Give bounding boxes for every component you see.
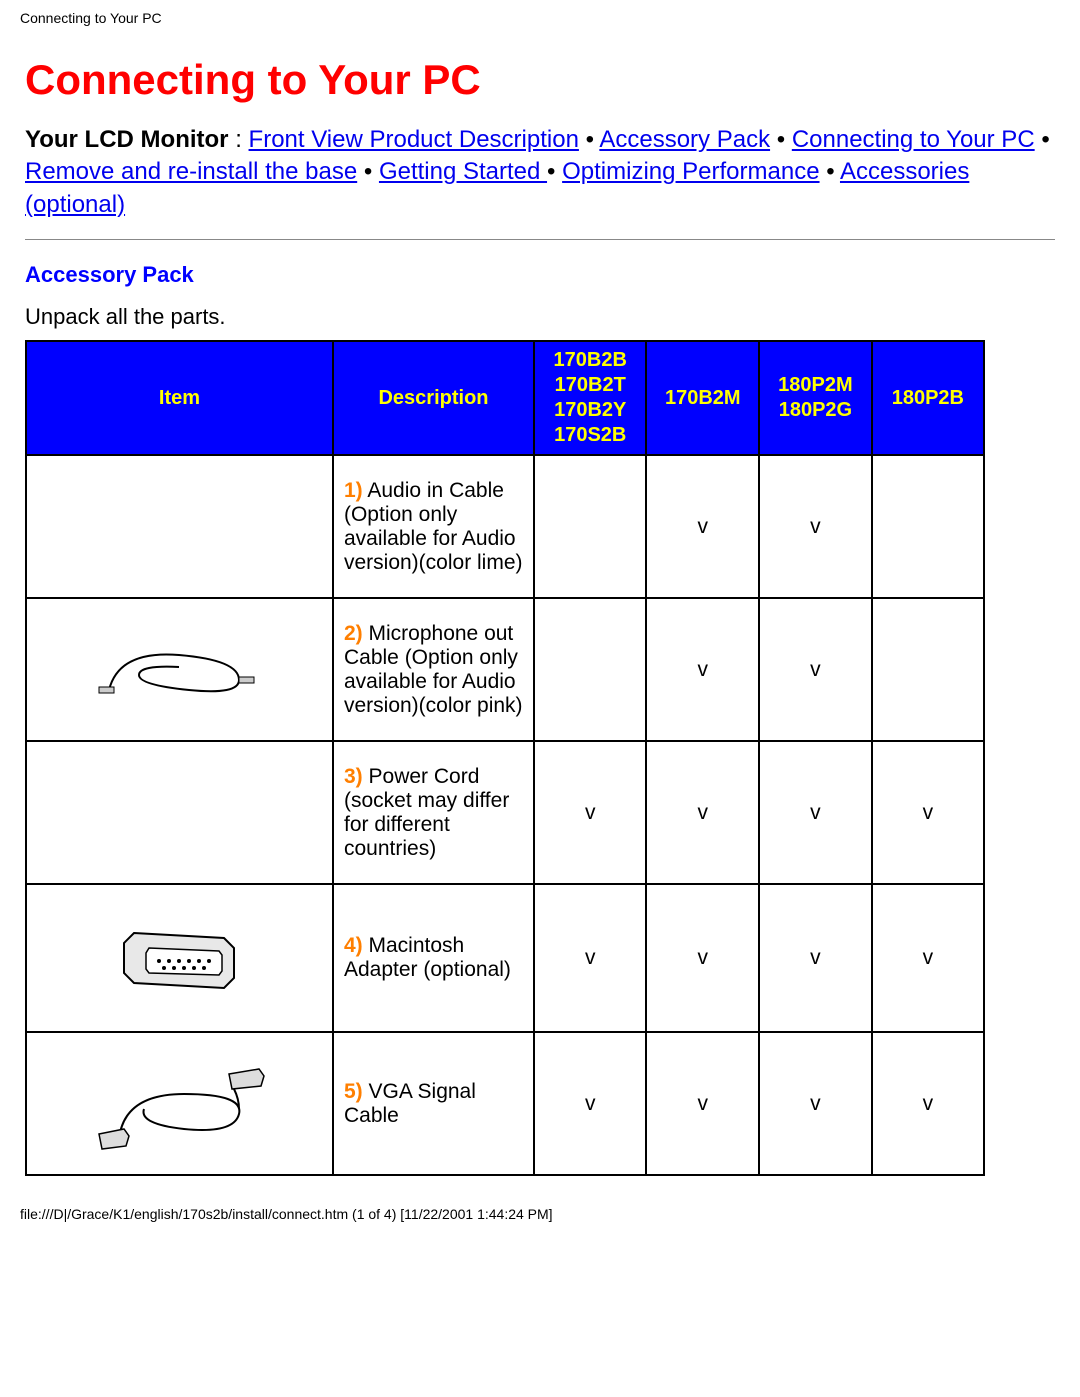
unpack-text: Unpack all the parts.: [25, 304, 1055, 330]
table-header-row: Item Description 170B2B 170B2T 170B2Y 17…: [26, 341, 984, 455]
check-cell: v: [759, 598, 872, 741]
item-number: 3): [344, 765, 363, 788]
check-cell: v: [646, 598, 759, 741]
item-image-cell: [26, 1032, 333, 1175]
check-cell: [534, 455, 646, 598]
link-remove-base[interactable]: Remove and re-install the base: [25, 158, 357, 185]
item-desc: Power Cord (socket may differ for differ…: [344, 765, 509, 860]
check-cell: v: [872, 741, 984, 884]
th-col4: 170B2M: [646, 341, 759, 455]
check-cell: v: [646, 1032, 759, 1175]
vga-cable-icon: [84, 1054, 274, 1154]
link-front-view[interactable]: Front View Product Description: [249, 126, 579, 153]
check-cell: v: [646, 455, 759, 598]
item-number: 5): [344, 1080, 363, 1103]
table-row: 3) Power Cord (socket may differ for dif…: [26, 741, 984, 884]
item-desc: VGA Signal Cable: [344, 1080, 476, 1127]
section-title: Accessory Pack: [25, 262, 1055, 288]
check-cell: v: [872, 884, 984, 1032]
adapter-icon: [104, 913, 254, 1003]
check-cell: [872, 598, 984, 741]
table-row: 4) Macintosh Adapter (optional) v v v v: [26, 884, 984, 1032]
check-cell: v: [759, 741, 872, 884]
desc-cell: 3) Power Cord (socket may differ for dif…: [333, 741, 534, 884]
desc-cell: 5) VGA Signal Cable: [333, 1032, 534, 1175]
th-col3: 170B2B 170B2T 170B2Y 170S2B: [534, 341, 646, 455]
check-cell: v: [646, 884, 759, 1032]
item-image-cell: [26, 884, 333, 1032]
th-col6: 180P2B: [872, 341, 984, 455]
th-col5: 180P2M 180P2G: [759, 341, 872, 455]
check-cell: v: [534, 1032, 646, 1175]
check-cell: v: [646, 741, 759, 884]
desc-cell: 4) Macintosh Adapter (optional): [333, 884, 534, 1032]
nav-lead-label: Your LCD Monitor: [25, 126, 229, 153]
nav-sep: :: [229, 126, 249, 153]
item-desc: Macintosh Adapter (optional): [344, 934, 511, 981]
breadcrumb-nav: Your LCD Monitor : Front View Product De…: [25, 124, 1055, 221]
item-image-cell: [26, 741, 333, 884]
check-cell: v: [872, 1032, 984, 1175]
check-cell: v: [759, 455, 872, 598]
table-row: 1) Audio in Cable (Option only available…: [26, 455, 984, 598]
link-getting-started[interactable]: Getting Started: [379, 158, 547, 185]
item-desc: Audio in Cable (Option only available fo…: [344, 479, 523, 574]
item-desc: Microphone out Cable (Option only availa…: [344, 622, 523, 717]
check-cell: v: [759, 884, 872, 1032]
th-description: Description: [333, 341, 534, 455]
cable-icon: [89, 635, 269, 705]
table-row: 2) Microphone out Cable (Option only ava…: [26, 598, 984, 741]
item-number: 2): [344, 622, 363, 645]
item-image-cell: [26, 598, 333, 741]
check-cell: [872, 455, 984, 598]
footer-path: file:///D|/Grace/K1/english/170s2b/insta…: [0, 1176, 1080, 1232]
th-item: Item: [26, 341, 333, 455]
check-cell: v: [534, 884, 646, 1032]
link-accessory-pack[interactable]: Accessory Pack: [599, 126, 770, 153]
divider: [25, 239, 1055, 240]
link-optimizing[interactable]: Optimizing Performance: [562, 158, 819, 185]
link-connecting-pc[interactable]: Connecting to Your PC: [792, 126, 1035, 153]
table-row: 5) VGA Signal Cable v v v v: [26, 1032, 984, 1175]
item-number: 1): [344, 479, 363, 502]
item-number: 4): [344, 934, 363, 957]
check-cell: v: [759, 1032, 872, 1175]
desc-cell: 1) Audio in Cable (Option only available…: [333, 455, 534, 598]
check-cell: v: [534, 741, 646, 884]
item-image-cell: [26, 455, 333, 598]
page-title: Connecting to Your PC: [25, 56, 1055, 104]
accessory-table: Item Description 170B2B 170B2T 170B2Y 17…: [25, 340, 985, 1176]
check-cell: [534, 598, 646, 741]
desc-cell: 2) Microphone out Cable (Option only ava…: [333, 598, 534, 741]
top-path-label: Connecting to Your PC: [0, 0, 1080, 28]
